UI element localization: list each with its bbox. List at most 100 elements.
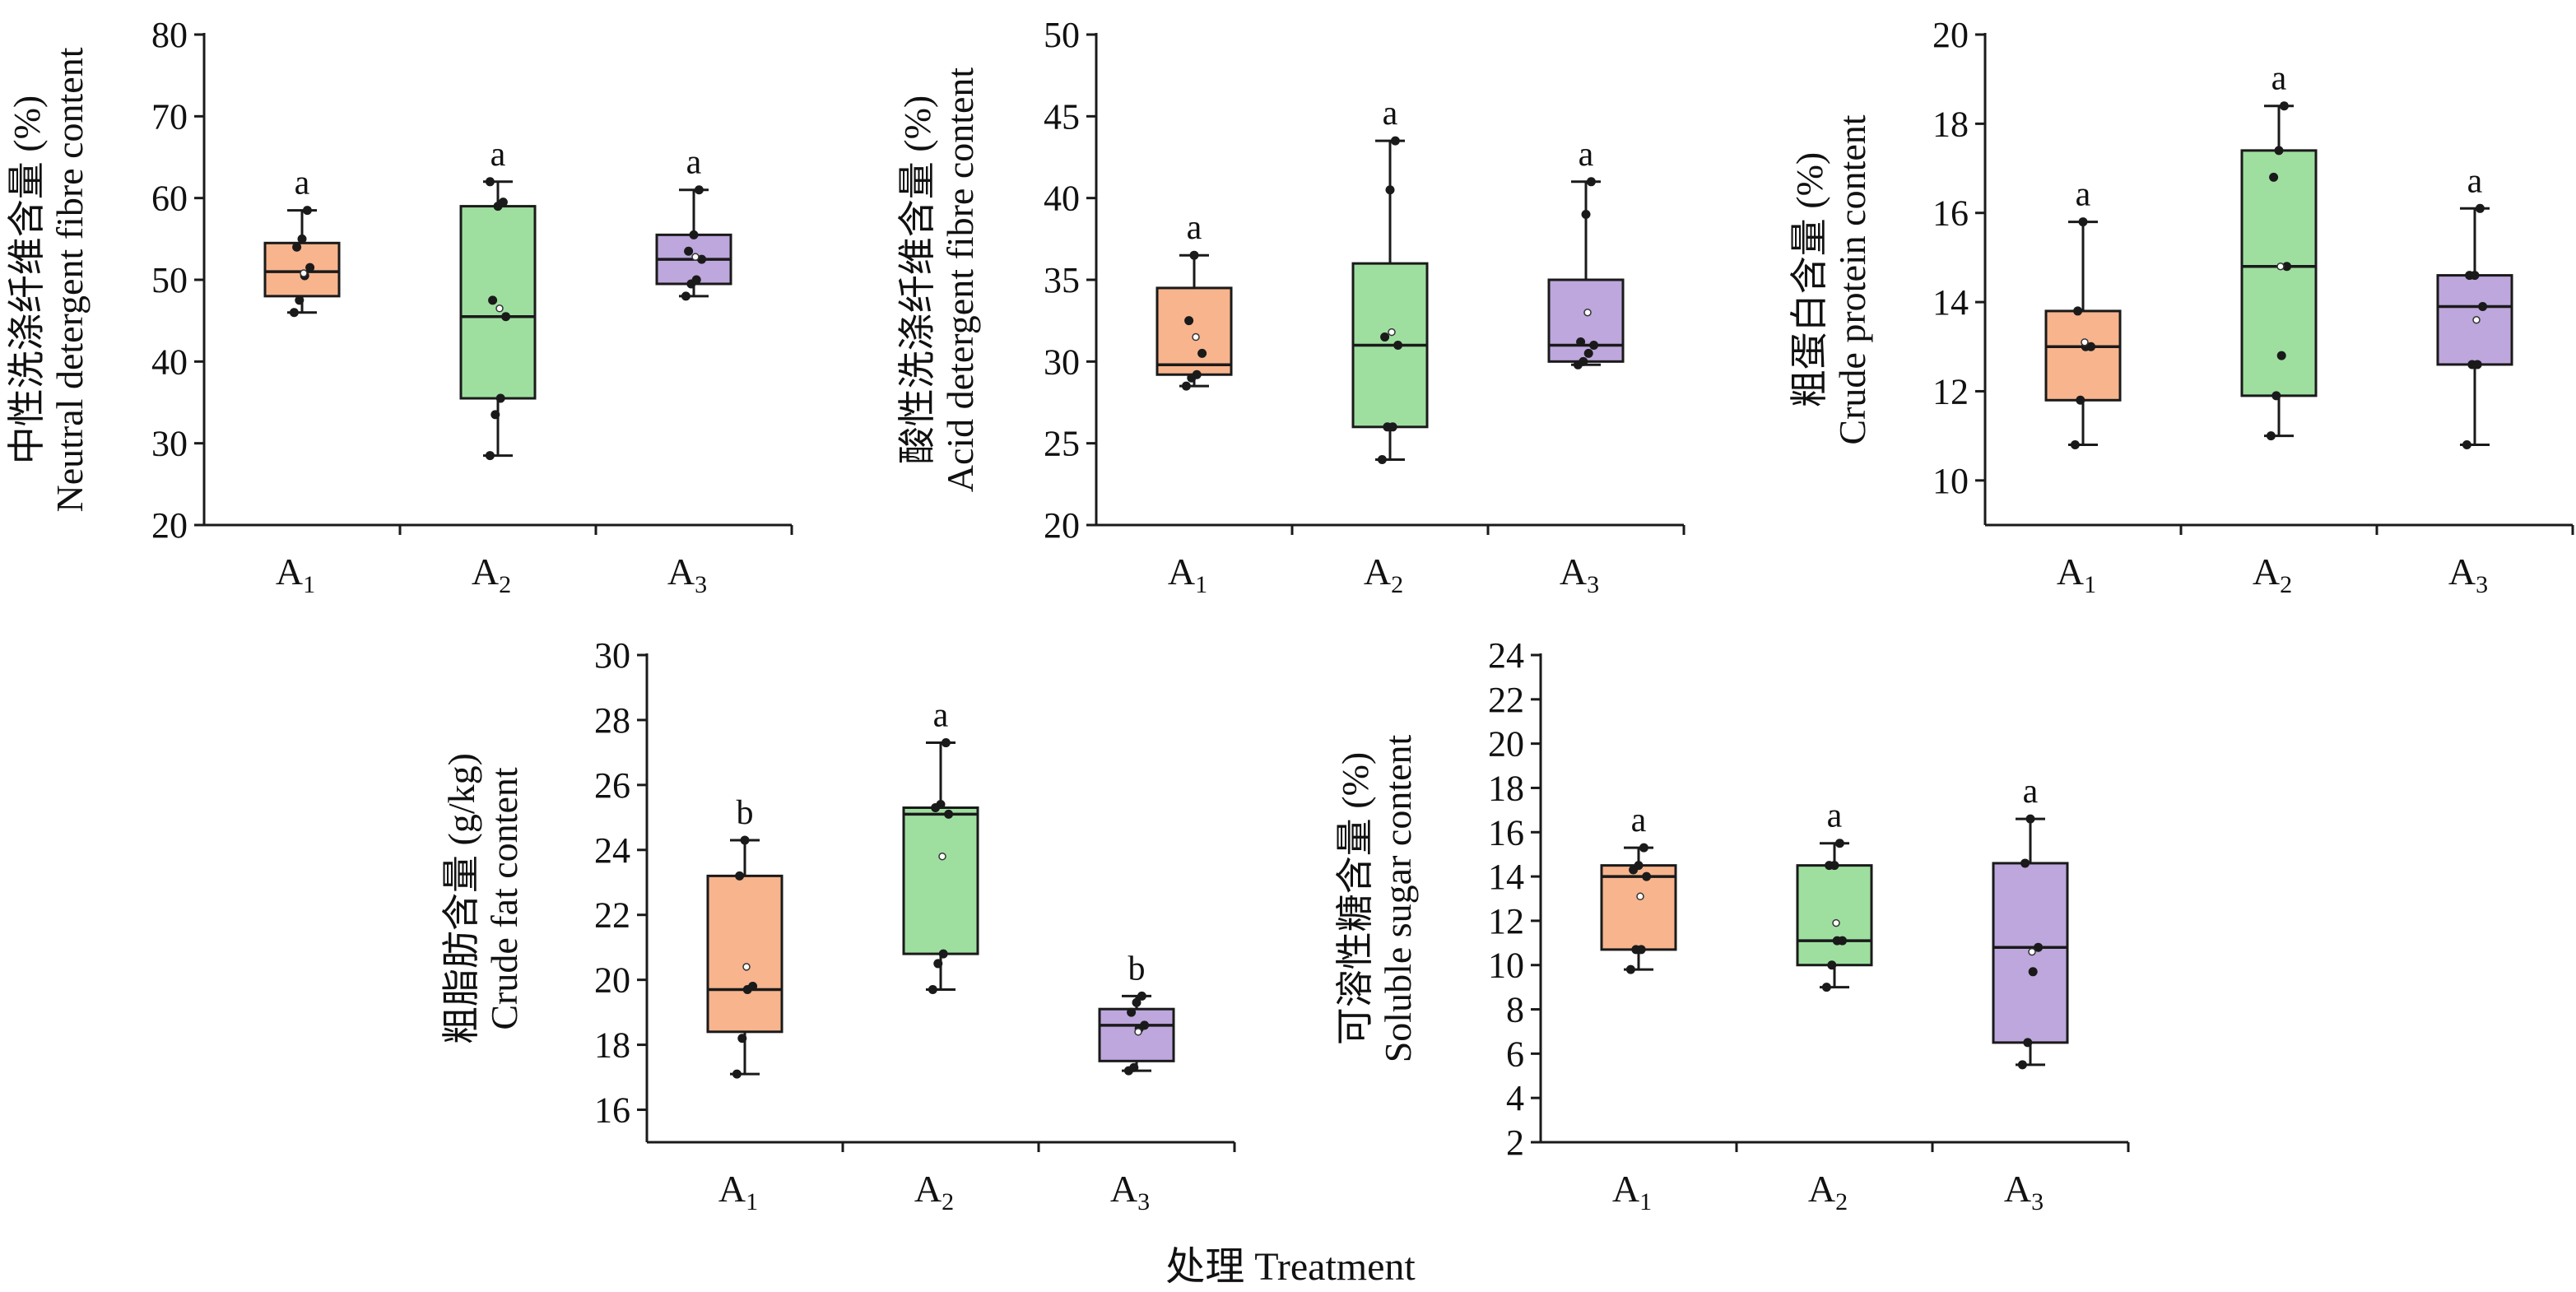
data-point — [1127, 1007, 1137, 1017]
significance-letter: a — [2271, 60, 2287, 98]
x-tick-label: A3 — [2004, 1168, 2044, 1215]
data-point — [1830, 861, 1839, 871]
significance-letter: a — [1827, 797, 1843, 835]
y-tick-label: 24 — [594, 830, 630, 871]
box-A2: a — [2240, 60, 2318, 441]
y-tick-label: 40 — [1044, 179, 1080, 219]
data-point — [485, 177, 495, 187]
y-tick-label: 22 — [594, 895, 630, 936]
y-tick-label: 6 — [1506, 1034, 1524, 1074]
y-tick-label: 20 — [1932, 15, 1969, 55]
significance-letter: a — [295, 165, 310, 202]
mean-marker — [2028, 947, 2036, 956]
data-point — [1581, 210, 1591, 220]
x-axis-title: 处理 Treatment — [1165, 1245, 1416, 1289]
data-point — [1390, 136, 1400, 146]
data-point — [495, 393, 505, 403]
data-point — [1388, 422, 1397, 432]
mean-marker — [1134, 1028, 1142, 1036]
data-point — [1583, 348, 1593, 358]
y-tick-label: 10 — [1488, 946, 1524, 986]
data-point — [2017, 1060, 2027, 1070]
y-axis-label-en: Acid detergent fibre content — [939, 67, 981, 493]
x-tick-label: A3 — [1560, 551, 1599, 598]
data-point — [1625, 964, 1635, 974]
iqr-box — [706, 874, 783, 1034]
significance-letter: a — [2076, 176, 2091, 214]
iqr-box — [2044, 309, 2122, 402]
data-point — [1827, 960, 1837, 970]
data-point — [485, 451, 495, 461]
data-point — [1586, 177, 1596, 187]
y-tick-label: 26 — [594, 765, 630, 806]
iqr-box — [1155, 286, 1233, 376]
data-point — [2076, 395, 2085, 405]
y-tick-label: 18 — [594, 1025, 630, 1066]
y-axis-label-en: Neutral detergent fibre content — [49, 47, 91, 512]
y-tick-label: 16 — [1488, 812, 1524, 853]
iqr-box — [1547, 278, 1625, 363]
data-point — [2282, 262, 2292, 272]
y-tick-label: 10 — [1932, 461, 1969, 501]
mean-marker — [1192, 332, 1200, 342]
data-point — [944, 809, 954, 819]
box-A3: a — [655, 144, 732, 301]
x-tick-label: A2 — [1808, 1168, 1848, 1215]
box-A3: a — [1547, 136, 1625, 369]
data-point — [2269, 172, 2279, 182]
y-tick-label: 12 — [1932, 371, 1969, 411]
data-point — [1181, 381, 1191, 391]
y-tick-label: 50 — [151, 260, 188, 300]
panel-4: 16 18 20 22 24 26 28 30 粗脂肪含量 (g/kg) Crude fat co… — [440, 635, 1236, 1215]
box-A3: a — [2436, 162, 2513, 449]
box-A2: a — [902, 697, 979, 995]
iqr-box — [459, 205, 537, 400]
y-axis-label-cn: 可溶性糖含量 (%) — [1334, 752, 1376, 1045]
y-axis-label-en: Crude fat content — [483, 767, 525, 1030]
x-tick-label: A3 — [667, 551, 707, 598]
data-point — [2078, 217, 2088, 227]
mean-marker — [1583, 308, 1592, 317]
data-point — [1834, 839, 1844, 848]
data-point — [2070, 439, 2080, 449]
box-A3: b — [1098, 950, 1175, 1076]
y-tick-label: 16 — [1932, 193, 1969, 234]
box-A1: a — [263, 165, 341, 318]
mean-marker — [938, 852, 946, 861]
y-axis-label-cn: 粗蛋白含量 (%) — [1788, 152, 1830, 407]
data-point — [2086, 342, 2096, 351]
mean-marker — [2276, 262, 2285, 271]
x-tick-label: A1 — [1168, 551, 1207, 598]
data-point — [2028, 967, 2038, 977]
box-A2: a — [1796, 797, 1873, 992]
data-point — [2020, 858, 2030, 868]
panel-3: 10 12 14 16 18 20 粗蛋白含量 (%) Crude protein conte… — [1788, 15, 2574, 598]
significance-letter: a — [2467, 162, 2483, 200]
data-point — [2271, 391, 2281, 401]
data-point — [1380, 332, 1390, 342]
data-point — [1129, 1062, 1139, 1072]
y-tick-label: 8 — [1506, 990, 1524, 1030]
iqr-box — [902, 806, 979, 955]
y-tick-label: 30 — [1044, 342, 1080, 382]
data-point — [1589, 340, 1599, 350]
x-tick-label: A2 — [472, 551, 511, 598]
y-tick-label: 20 — [594, 960, 630, 1001]
data-point — [2279, 101, 2289, 111]
data-point — [697, 254, 707, 264]
x-tick-label: A2 — [2253, 551, 2292, 598]
data-point — [2470, 271, 2480, 281]
data-point — [933, 959, 943, 969]
x-tick-label: A1 — [718, 1168, 758, 1215]
y-tick-label: 20 — [1044, 505, 1080, 546]
data-point — [928, 985, 937, 995]
significance-letter: a — [1383, 95, 1398, 132]
data-point — [1634, 861, 1644, 871]
data-point — [295, 295, 305, 305]
data-point — [740, 835, 750, 845]
y-tick-label: 20 — [151, 505, 188, 546]
y-tick-label: 22 — [1488, 680, 1524, 720]
y-tick-label: 30 — [594, 635, 630, 676]
data-point — [748, 982, 758, 992]
